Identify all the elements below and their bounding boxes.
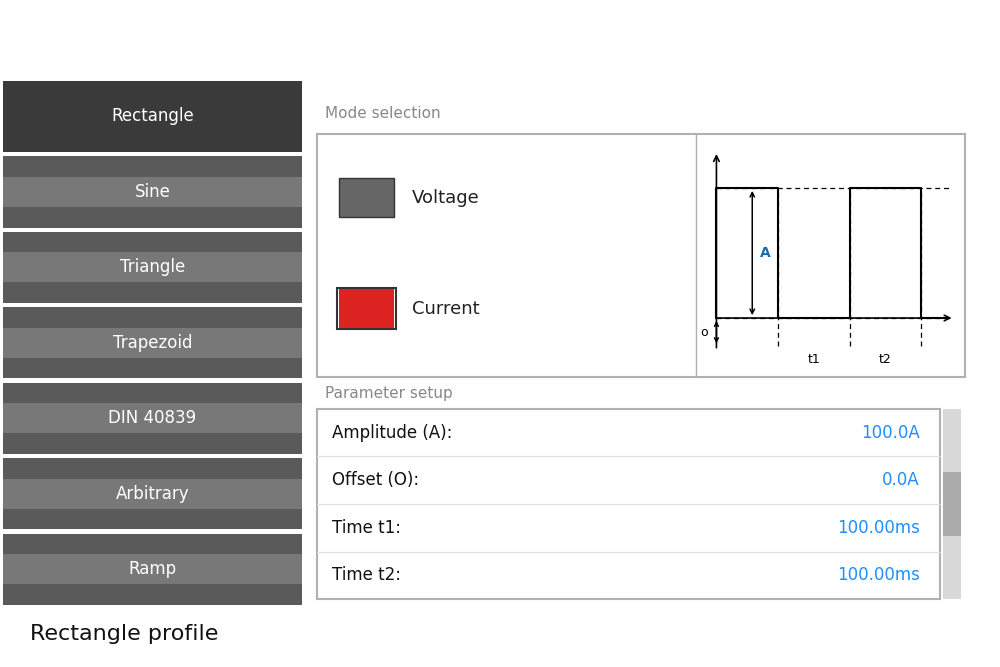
- Bar: [943, 472, 961, 536]
- Bar: [3, 177, 302, 207]
- Text: o: o: [700, 325, 707, 339]
- Text: 100.0A: 100.0A: [861, 424, 920, 442]
- Text: 100.00ms: 100.00ms: [837, 519, 920, 537]
- Text: Time t2:: Time t2:: [332, 566, 401, 584]
- Text: Ramp: Ramp: [128, 560, 177, 578]
- Bar: [3, 327, 302, 358]
- Text: t2: t2: [879, 353, 892, 366]
- Bar: [339, 177, 394, 217]
- Text: A: A: [760, 246, 771, 260]
- Bar: [3, 554, 302, 584]
- Text: ‹ Status: ‹ Status: [40, 30, 116, 49]
- Text: Current: Current: [412, 299, 480, 317]
- Bar: [3, 81, 302, 152]
- Text: 100.00ms: 100.00ms: [837, 566, 920, 584]
- Bar: [3, 458, 302, 530]
- Bar: [3, 307, 302, 378]
- Text: Mode selection: Mode selection: [325, 105, 441, 121]
- Bar: [317, 134, 965, 377]
- Text: Parameter setup: Parameter setup: [325, 386, 453, 400]
- Text: Voltage: Voltage: [412, 189, 480, 207]
- Bar: [3, 404, 302, 434]
- Text: Trapezoid: Trapezoid: [113, 334, 192, 352]
- Bar: [3, 252, 302, 282]
- Bar: [339, 289, 394, 328]
- Bar: [3, 156, 302, 227]
- Bar: [317, 409, 940, 599]
- Text: Offset (O):: Offset (O):: [332, 471, 419, 489]
- Bar: [943, 494, 961, 573]
- Bar: [3, 383, 302, 454]
- Text: Time t1:: Time t1:: [332, 519, 401, 537]
- Text: Rectangle profile: Rectangle profile: [30, 624, 218, 644]
- Text: Arbitrary: Arbitrary: [116, 485, 189, 503]
- Bar: [943, 409, 961, 599]
- Bar: [3, 231, 302, 303]
- Text: Rectangle: Rectangle: [111, 107, 194, 125]
- Text: Sine: Sine: [135, 183, 170, 201]
- Text: t1: t1: [807, 353, 820, 366]
- Text: Function Generator: Function Generator: [334, 25, 666, 54]
- Bar: [337, 287, 396, 329]
- Text: DIN 40839: DIN 40839: [108, 410, 197, 428]
- Bar: [3, 534, 302, 605]
- Text: Triangle: Triangle: [120, 258, 185, 276]
- Text: 0.0A: 0.0A: [882, 471, 920, 489]
- Text: Amplitude (A):: Amplitude (A):: [332, 424, 452, 442]
- Bar: [3, 479, 302, 509]
